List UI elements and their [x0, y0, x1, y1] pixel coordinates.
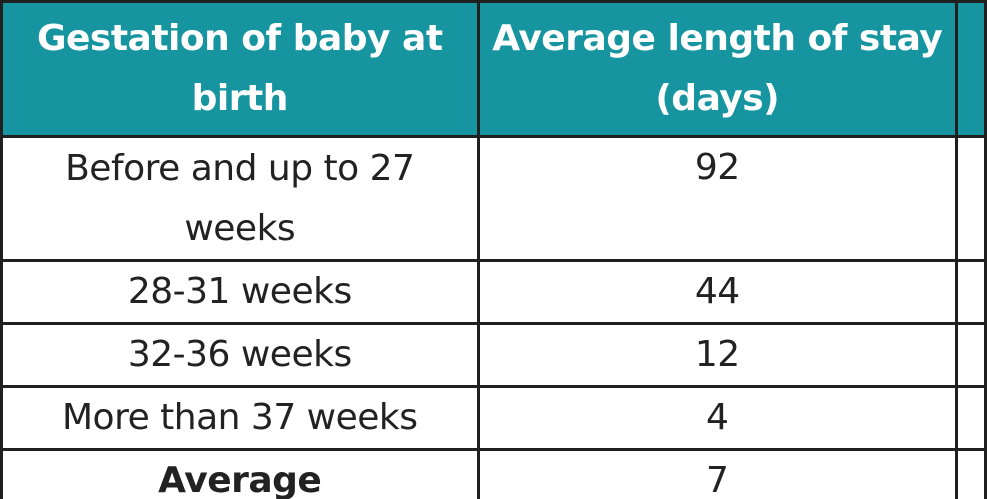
average-label-cell: Average — [0, 448, 480, 499]
header-gestation: Gestation of baby at birth — [0, 0, 480, 138]
table-header-row: Gestation of baby at birth Average lengt… — [0, 0, 987, 138]
cut-off-cell — [954, 448, 987, 499]
table-row: Before and up to 27 weeks 92 — [0, 135, 987, 262]
gestation-cell: 28-31 weeks — [0, 259, 480, 325]
gestation-cell: More than 37 weeks — [0, 385, 480, 451]
average-stay-cell: 44 — [476, 259, 958, 325]
cut-off-cell — [954, 259, 987, 325]
table-row-average: Average 7 — [0, 448, 987, 499]
average-stay-cell: 92 — [476, 135, 958, 262]
header-cut-off-column — [954, 0, 987, 138]
cut-off-cell — [954, 385, 987, 451]
average-stay-cell: 4 — [476, 385, 958, 451]
header-average-stay: Average length of stay (days) — [476, 0, 958, 138]
average-value-cell: 7 — [476, 448, 958, 499]
table-row: 32-36 weeks 12 — [0, 322, 987, 388]
average-stay-cell: 12 — [476, 322, 958, 388]
cut-off-cell — [954, 135, 987, 262]
cut-off-cell — [954, 322, 987, 388]
table-row: More than 37 weeks 4 — [0, 385, 987, 451]
gestation-cell: 32-36 weeks — [0, 322, 480, 388]
gestation-cell: Before and up to 27 weeks — [0, 135, 480, 262]
table-row: 28-31 weeks 44 — [0, 259, 987, 325]
